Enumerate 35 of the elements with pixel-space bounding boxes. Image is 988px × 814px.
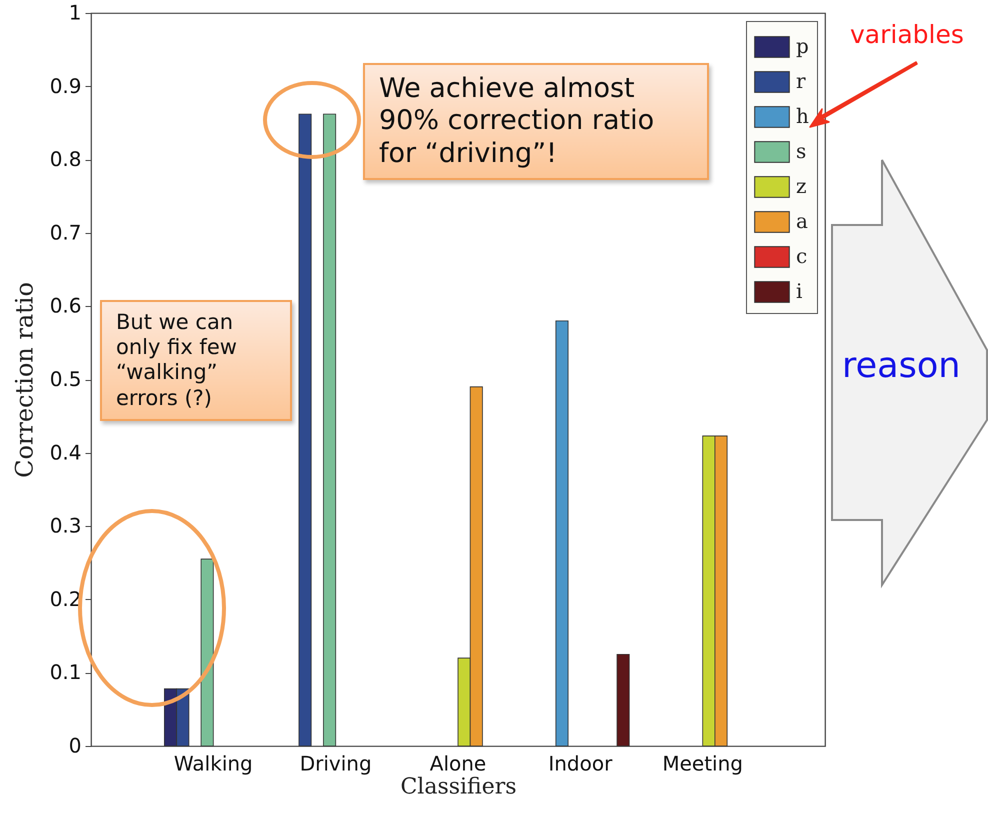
y-tick-label: 0.5 (50, 367, 82, 391)
legend-label: s (796, 139, 806, 163)
text: reason (842, 346, 960, 386)
callout-box: But we can only fix few “walking” errors (?) (100, 300, 292, 421)
callout-box: We achieve almost 90% correction ratio for “driving”! (363, 63, 709, 180)
y-tick-label: 0.6 (50, 294, 82, 318)
y-tick-label: 0.9 (50, 74, 82, 98)
x-tick-label: Alone (430, 752, 486, 776)
y-tick-label: 0.7 (50, 220, 82, 244)
bar (323, 114, 336, 746)
legend-label: r (796, 69, 806, 93)
bar (200, 558, 214, 746)
legend-label: i (796, 279, 802, 303)
y-tick-label: 0 (68, 734, 82, 758)
y-tick-label: 1 (68, 0, 82, 24)
legend-label: p (796, 34, 809, 58)
y-tick-label: 0.8 (50, 147, 82, 172)
x-tick-label: Indoor (548, 752, 614, 776)
legend-label: c (796, 244, 808, 268)
x-tick-label: Walking (174, 752, 253, 776)
y-tick-label: 0.3 (50, 514, 82, 538)
x-axis-title: Classifiers (400, 774, 517, 800)
legend-label: z (796, 174, 807, 198)
y-axis-title: Correction ratio (10, 282, 39, 478)
bar (298, 114, 312, 746)
legend-label: h (796, 104, 809, 128)
legend-label: a (796, 209, 808, 233)
y-tick-label: 0.2 (50, 586, 82, 611)
bar (616, 654, 630, 746)
y-tick-label: 0.4 (50, 440, 82, 464)
x-tick-label: Driving (300, 752, 372, 776)
bar (555, 320, 568, 746)
x-tick-label: Meeting (662, 752, 743, 776)
y-tick-label: 0.1 (50, 660, 82, 684)
text: variables (850, 20, 964, 49)
